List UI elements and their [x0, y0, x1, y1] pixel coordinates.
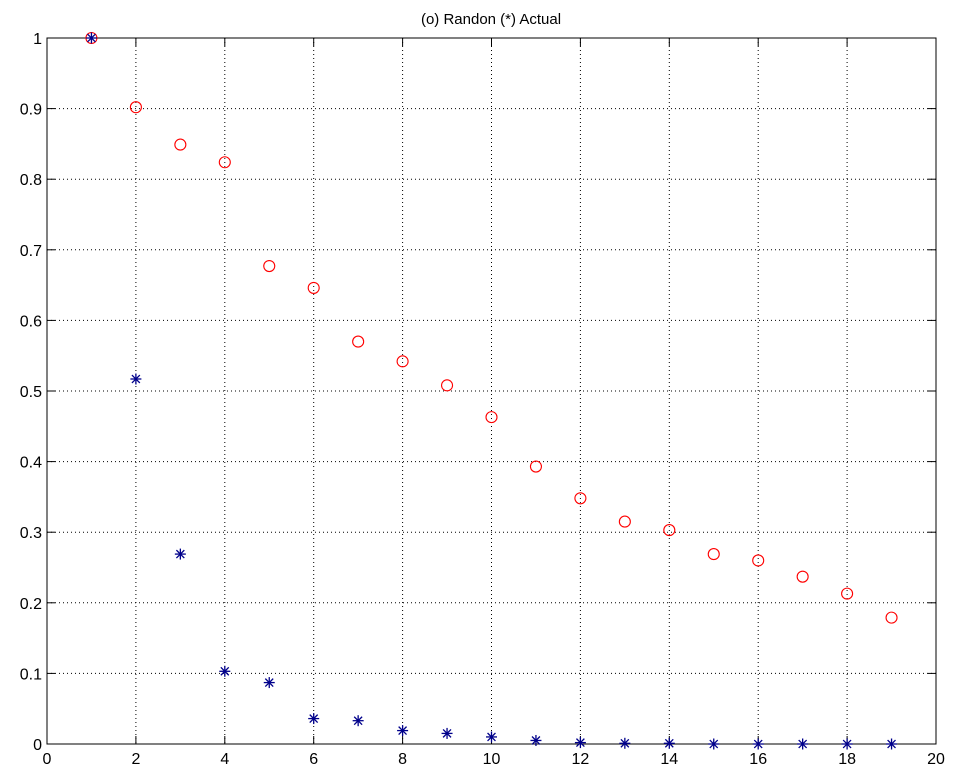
x-tick-label: 12 [572, 751, 590, 768]
asterisk-point [574, 737, 586, 749]
asterisk-point [752, 738, 764, 750]
asterisk-point [308, 713, 320, 725]
series-1-points [85, 32, 898, 750]
asterisk-point [130, 373, 142, 385]
asterisk-point [663, 737, 675, 749]
y-tick-label: 0.8 [20, 172, 42, 189]
x-tick-label: 10 [483, 751, 501, 768]
asterisk-point [174, 548, 186, 560]
y-axis-tick-labels: 0 0.1 0.2 0.3 0.4 0.5 0.6 0.7 0.8 0.9 1 [20, 31, 42, 754]
asterisk-point [397, 725, 409, 737]
x-tick-label: 20 [927, 751, 945, 768]
y-tick-label: 0.7 [20, 243, 42, 260]
circle-point [174, 138, 187, 151]
x-tick-label: 6 [309, 751, 318, 768]
asterisk-point [352, 715, 364, 727]
y-tick-label: 0.4 [20, 455, 42, 472]
circle-point [396, 355, 409, 368]
x-tick-label: 16 [749, 751, 767, 768]
y-tick-label: 0 [33, 737, 42, 754]
x-tick-label: 18 [838, 751, 856, 768]
y-tick-label: 0.2 [20, 596, 42, 613]
asterisk-point [797, 738, 809, 750]
asterisk-point [619, 737, 631, 749]
asterisk-point [486, 731, 497, 743]
asterisk-point [219, 665, 231, 677]
x-tick-label: 0 [43, 751, 52, 768]
circle-point [752, 554, 765, 567]
circle-point [574, 492, 587, 505]
y-tick-label: 0.6 [20, 313, 42, 330]
data-points [85, 31, 898, 750]
circle-point [885, 611, 898, 624]
circle-point [618, 515, 631, 528]
circle-point [129, 101, 142, 114]
asterisk-point [886, 738, 898, 750]
circle-point [440, 379, 454, 392]
asterisk-point [841, 738, 853, 750]
circle-point [485, 411, 498, 424]
y-tick-label: 0.9 [20, 102, 42, 119]
circle-point [841, 587, 854, 600]
circle-point [663, 524, 676, 537]
chart-title: (o) Randon (*) Actual [421, 11, 561, 28]
asterisk-point [85, 32, 97, 44]
circle-point [529, 460, 543, 473]
asterisk-point [708, 738, 720, 750]
circle-point [707, 548, 720, 561]
series-0-points [85, 31, 898, 624]
x-tick-label: 8 [398, 751, 407, 768]
y-tick-label: 1 [33, 31, 42, 48]
circle-point [352, 335, 365, 348]
axis-ticks [46, 37, 937, 745]
asterisk-point [441, 727, 453, 739]
circle-point [218, 156, 231, 169]
x-tick-label: 14 [660, 751, 678, 768]
circle-point [796, 570, 809, 583]
y-tick-label: 0.5 [20, 384, 42, 401]
circle-point [307, 281, 320, 294]
x-axis-tick-labels: 0 2 4 6 8 10 12 14 16 18 20 [43, 751, 945, 768]
circle-point [263, 259, 276, 273]
asterisk-point [263, 677, 275, 689]
x-tick-label: 2 [131, 751, 140, 768]
grid-lines [47, 38, 936, 744]
y-tick-label: 0.3 [20, 525, 42, 542]
x-tick-label: 4 [220, 751, 229, 768]
y-tick-label: 0.1 [20, 666, 42, 683]
asterisk-point [530, 734, 542, 746]
